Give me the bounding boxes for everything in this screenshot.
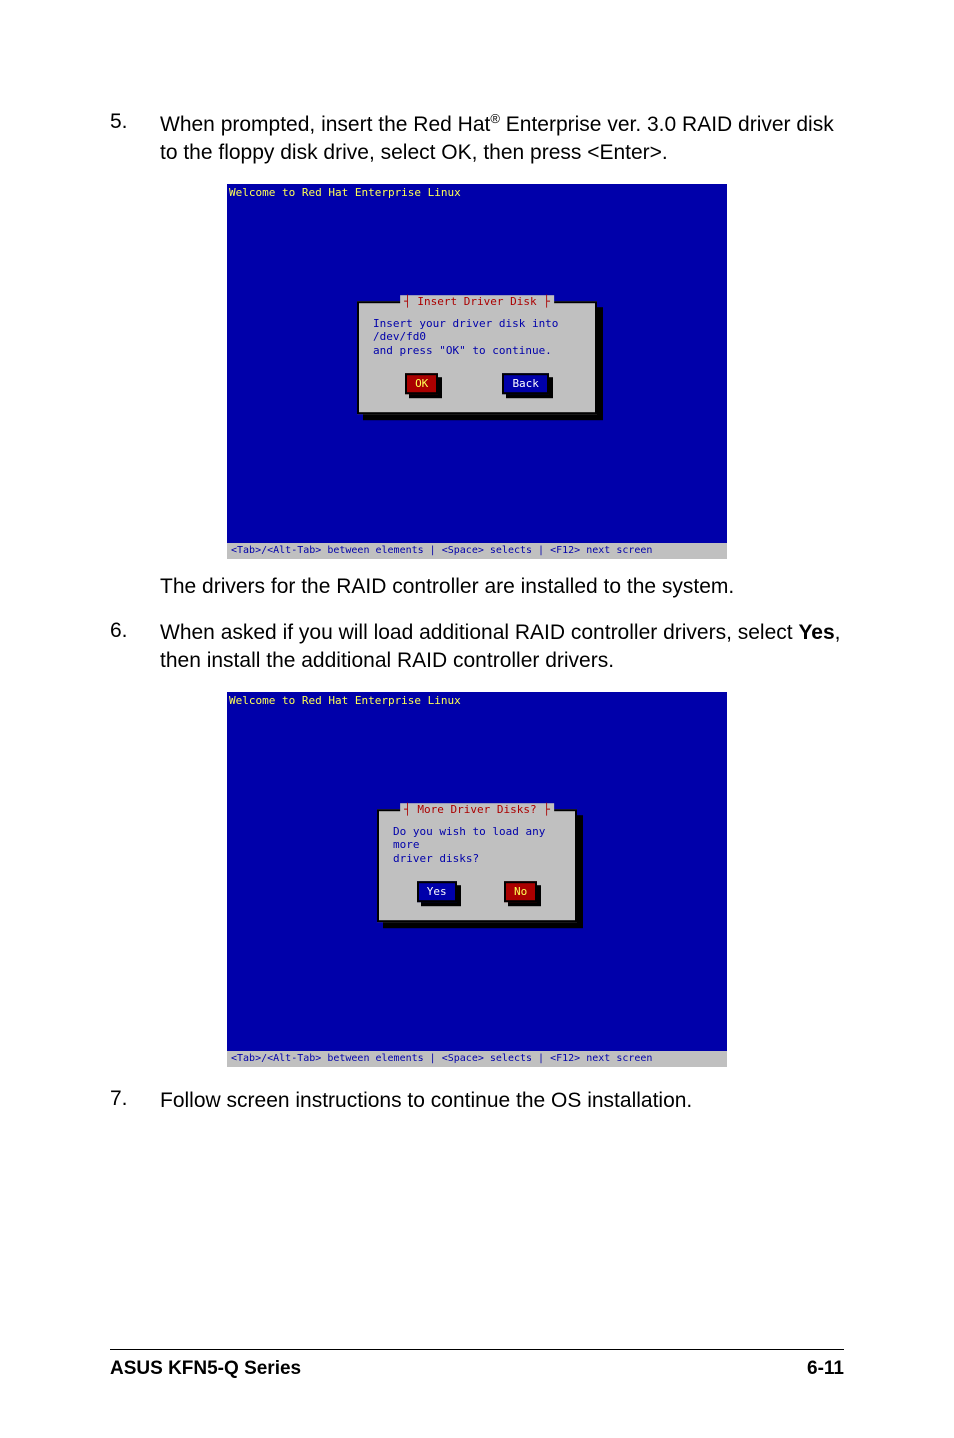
installer-title: Welcome to Red Hat Enterprise Linux — [229, 694, 461, 707]
screenshot-1-container: Welcome to Red Hat Enterprise Linux ┤ In… — [110, 184, 844, 559]
page-footer: ASUS KFN5-Q Series 6-11 — [110, 1349, 844, 1380]
dialog-title: ┤ More Driver Disks? ├ — [400, 803, 554, 816]
screenshot-2-container: Welcome to Red Hat Enterprise Linux ┤ Mo… — [110, 692, 844, 1067]
dialog-message: Insert your driver disk into /dev/fd0 an… — [373, 317, 581, 357]
step-6: 6. When asked if you will load additiona… — [110, 619, 844, 676]
dialog-buttons: Yes No — [393, 881, 561, 902]
page: 5. When prompted, insert the Red Hat® En… — [0, 0, 954, 1438]
screenshot-more-driver-disks: Welcome to Red Hat Enterprise Linux ┤ Mo… — [227, 692, 727, 1067]
footer-page-number: 6-11 — [807, 1358, 844, 1380]
dialog-body: Insert your driver disk into /dev/fd0 an… — [359, 303, 595, 412]
step-number: 5. — [110, 110, 160, 168]
ok-button[interactable]: OK — [405, 373, 438, 394]
hint-bar: <Tab>/<Alt-Tab> between elements | <Spac… — [227, 543, 727, 559]
footer-right-text: 6-11 — [807, 1358, 844, 1379]
post-screenshot-1-text: The drivers for the RAID controller are … — [160, 573, 844, 601]
footer-product: ASUS KFN5-Q Series — [110, 1358, 301, 1380]
dialog-more-driver-disks: ┤ More Driver Disks? ├ Do you wish to lo… — [377, 809, 577, 922]
yes-button[interactable]: Yes — [417, 881, 457, 902]
step-5: 5. When prompted, insert the Red Hat® En… — [110, 110, 844, 168]
step-number: 6. — [110, 619, 160, 676]
dialog-body: Do you wish to load any more driver disk… — [379, 811, 575, 920]
no-button[interactable]: No — [504, 881, 537, 902]
dialog-message: Do you wish to load any more driver disk… — [393, 825, 561, 865]
dialog-title: ┤ Insert Driver Disk ├ — [400, 295, 554, 308]
step-number: 7. — [110, 1087, 160, 1115]
back-button[interactable]: Back — [502, 373, 549, 394]
step-text: When asked if you will load additional R… — [160, 619, 844, 676]
hint-bar: <Tab>/<Alt-Tab> between elements | <Spac… — [227, 1051, 727, 1067]
installer-title: Welcome to Red Hat Enterprise Linux — [229, 186, 461, 199]
step-text: Follow screen instructions to continue t… — [160, 1087, 844, 1115]
registered-mark: ® — [490, 111, 500, 126]
dialog-buttons: OK Back — [373, 373, 581, 394]
step-6-bold: Yes — [798, 621, 834, 644]
step-6-part-a: When asked if you will load additional R… — [160, 621, 798, 644]
step-text: When prompted, insert the Red Hat® Enter… — [160, 110, 844, 168]
footer-left-text: ASUS KFN5-Q Series — [110, 1358, 301, 1379]
step-7: 7. Follow screen instructions to continu… — [110, 1087, 844, 1115]
screenshot-insert-driver-disk: Welcome to Red Hat Enterprise Linux ┤ In… — [227, 184, 727, 559]
dialog-insert-driver-disk: ┤ Insert Driver Disk ├ Insert your drive… — [357, 301, 597, 414]
step-5-part-a: When prompted, insert the Red Hat — [160, 113, 490, 136]
